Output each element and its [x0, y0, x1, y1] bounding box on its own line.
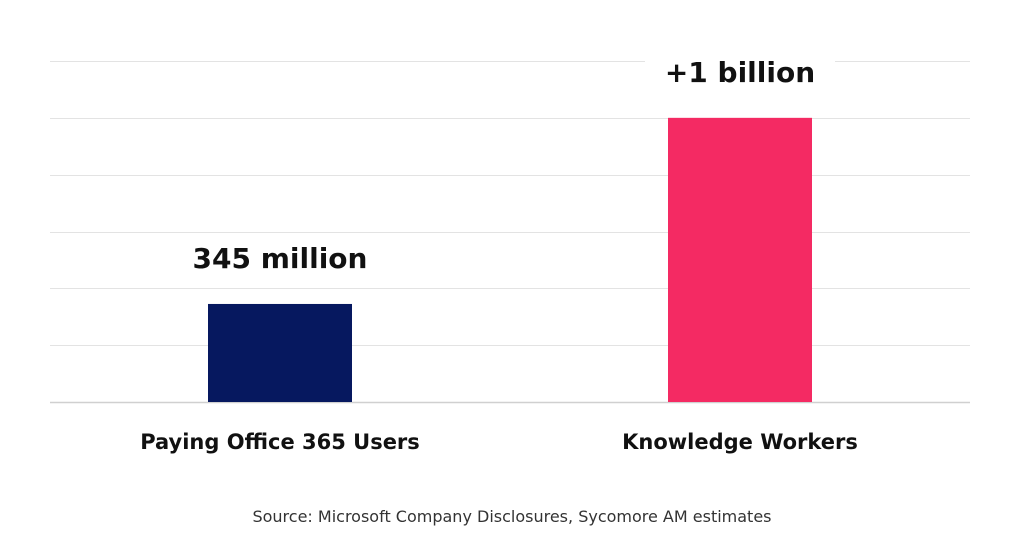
- category-label-1: Knowledge Workers: [622, 430, 858, 454]
- bar-1: [668, 117, 812, 402]
- source-note: Source: Microsoft Company Disclosures, S…: [252, 507, 772, 526]
- value-label-1: +1 billion: [665, 56, 815, 89]
- category-label-0: Paying Office 365 Users: [140, 430, 420, 454]
- bar-0: [208, 303, 352, 402]
- value-label-bg-0: [185, 234, 375, 281]
- bar-chart: 345 million Paying Office 365 Users +1 bil…: [50, 48, 970, 454]
- value-label-0: 345 million: [193, 242, 368, 275]
- value-label-bg-1: [645, 48, 835, 95]
